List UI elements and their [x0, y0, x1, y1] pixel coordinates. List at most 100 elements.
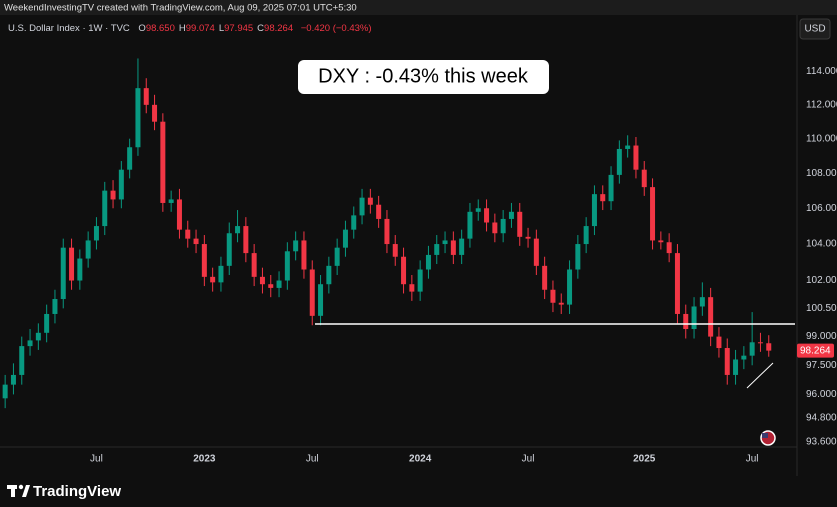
candle-body	[259, 276, 265, 285]
candle-body	[293, 240, 299, 252]
candle-body	[525, 236, 531, 239]
candle-body	[60, 247, 66, 300]
candle-body	[492, 222, 498, 234]
candle-body	[508, 211, 514, 219]
candle-body	[691, 306, 697, 330]
x-tick-label: Jul	[306, 454, 319, 465]
y-tick-label: 93.600	[806, 437, 837, 448]
candle-body	[201, 244, 207, 277]
candle-body	[152, 104, 158, 122]
y-tick-label: 99.000	[806, 331, 837, 342]
candle-body	[666, 242, 672, 254]
x-tick-label: Jul	[90, 454, 103, 465]
candle-body	[467, 211, 473, 239]
candle-body	[699, 297, 705, 307]
candle-body	[176, 199, 182, 230]
candle-body	[600, 194, 606, 202]
legend-key: C	[257, 23, 264, 34]
y-tick-label: 97.500	[806, 360, 837, 371]
candle-body	[27, 340, 33, 347]
candle-body	[757, 342, 763, 344]
candle-body	[10, 374, 16, 385]
y-tick-label: 94.800	[806, 413, 837, 424]
candle-body	[517, 211, 523, 237]
candle-body	[616, 148, 622, 175]
legend-symbol: U.S. Dollar Index · 1W · TVC	[8, 23, 130, 34]
logo-text: TradingView	[33, 483, 121, 500]
y-tick-label: 110.000	[806, 133, 837, 144]
candle-body	[417, 269, 423, 292]
y-tick-label: 100.500	[806, 303, 837, 314]
candle-body	[218, 265, 224, 283]
candle-body	[608, 174, 614, 202]
candle-body	[309, 269, 315, 316]
y-tick-label: 114.000	[806, 66, 837, 77]
candle-body	[268, 284, 274, 288]
candle-body	[276, 280, 282, 288]
x-tick-label: 2024	[409, 454, 432, 465]
candle-body	[77, 258, 83, 281]
candle-body	[185, 229, 191, 239]
candle-body	[334, 247, 340, 266]
candle-body	[210, 276, 216, 283]
header-bar	[0, 0, 837, 15]
last-price-tag	[797, 343, 834, 358]
candle-body	[168, 199, 174, 203]
candle-body	[127, 147, 133, 170]
currency-box[interactable]	[799, 18, 831, 40]
candle-body	[533, 238, 539, 266]
plot: 114.000 112.000 110.000 108.000 106.000 104.0…	[2, 58, 837, 465]
candle-body	[583, 226, 589, 245]
candle-body	[749, 342, 755, 356]
candle-body	[425, 254, 431, 270]
candle-body	[401, 256, 407, 285]
candle-body	[160, 121, 166, 203]
candle-body	[484, 208, 490, 223]
candle-body	[766, 343, 772, 351]
footer	[0, 476, 837, 507]
candle-body	[475, 208, 481, 212]
candle-body	[724, 348, 730, 375]
candle-body	[102, 190, 108, 227]
candle-body	[650, 187, 656, 241]
candle-body	[226, 233, 232, 266]
candle-body	[409, 284, 415, 292]
legend-key: H	[179, 23, 186, 34]
last-price-label: 98.264	[800, 345, 831, 356]
logo-icon	[7, 484, 30, 497]
candle-body	[351, 215, 357, 230]
candle-body	[591, 194, 597, 227]
candle-body	[674, 253, 680, 314]
x-tick-label: Jul	[522, 454, 535, 465]
candle-body	[85, 240, 91, 259]
y-tick-label: 104.000	[806, 239, 837, 250]
legend-value: 99.074	[186, 23, 215, 34]
candle-body	[442, 240, 448, 245]
currency: USD	[804, 24, 825, 35]
credit: WeekendInvestingTV created with TradingV…	[4, 3, 357, 14]
candle-body	[658, 240, 664, 243]
x-tick-label: 2025	[633, 454, 656, 465]
candle-body	[251, 253, 257, 277]
candle-body	[542, 265, 548, 290]
candle-body	[326, 265, 332, 285]
candle-body	[35, 332, 41, 341]
candle-body	[110, 190, 116, 200]
candle-body	[52, 299, 58, 314]
candle-body	[135, 88, 141, 148]
candle-body	[708, 297, 714, 337]
y-tick-label: 102.000	[806, 275, 837, 286]
candle-body	[741, 355, 747, 360]
legend-value: 97.945	[224, 23, 253, 34]
candle-body	[143, 88, 149, 105]
candle-body	[683, 313, 689, 330]
legend-key: O	[138, 23, 145, 34]
candle-body	[733, 359, 739, 375]
candle-body	[359, 197, 365, 216]
candle-body	[2, 384, 8, 399]
candle-body	[641, 169, 647, 188]
candle-body	[550, 289, 556, 303]
candle-body	[342, 229, 348, 248]
